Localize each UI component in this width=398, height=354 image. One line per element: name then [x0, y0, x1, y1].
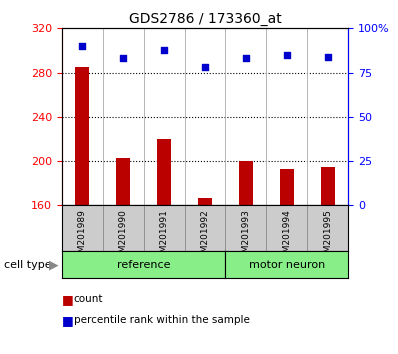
Text: GSM201995: GSM201995	[323, 209, 332, 264]
Bar	[157, 139, 171, 205]
Bar	[116, 158, 130, 205]
Text: reference: reference	[117, 259, 170, 270]
Text: GSM201989: GSM201989	[78, 209, 87, 264]
Bar	[198, 198, 212, 205]
Text: GSM201993: GSM201993	[242, 209, 250, 264]
Point	[79, 43, 85, 49]
Point	[202, 64, 208, 70]
Text: ▶: ▶	[49, 258, 59, 271]
Title: GDS2786 / 173360_at: GDS2786 / 173360_at	[129, 12, 281, 26]
Text: cell type: cell type	[4, 259, 52, 270]
Text: GSM201994: GSM201994	[282, 209, 291, 264]
Bar	[321, 167, 335, 205]
Point	[284, 52, 290, 58]
Text: GSM201991: GSM201991	[160, 209, 168, 264]
Text: motor neuron: motor neuron	[249, 259, 325, 270]
Bar	[239, 161, 253, 205]
Point	[243, 56, 249, 61]
Text: GSM201992: GSM201992	[201, 209, 209, 264]
Text: count: count	[74, 294, 103, 304]
Point	[161, 47, 167, 52]
Text: ■: ■	[62, 314, 74, 327]
Text: ■: ■	[62, 293, 74, 306]
Text: percentile rank within the sample: percentile rank within the sample	[74, 315, 250, 325]
Bar	[280, 169, 294, 205]
Text: GSM201990: GSM201990	[119, 209, 128, 264]
Point	[120, 56, 126, 61]
Bar	[75, 67, 89, 205]
Point	[325, 54, 331, 59]
